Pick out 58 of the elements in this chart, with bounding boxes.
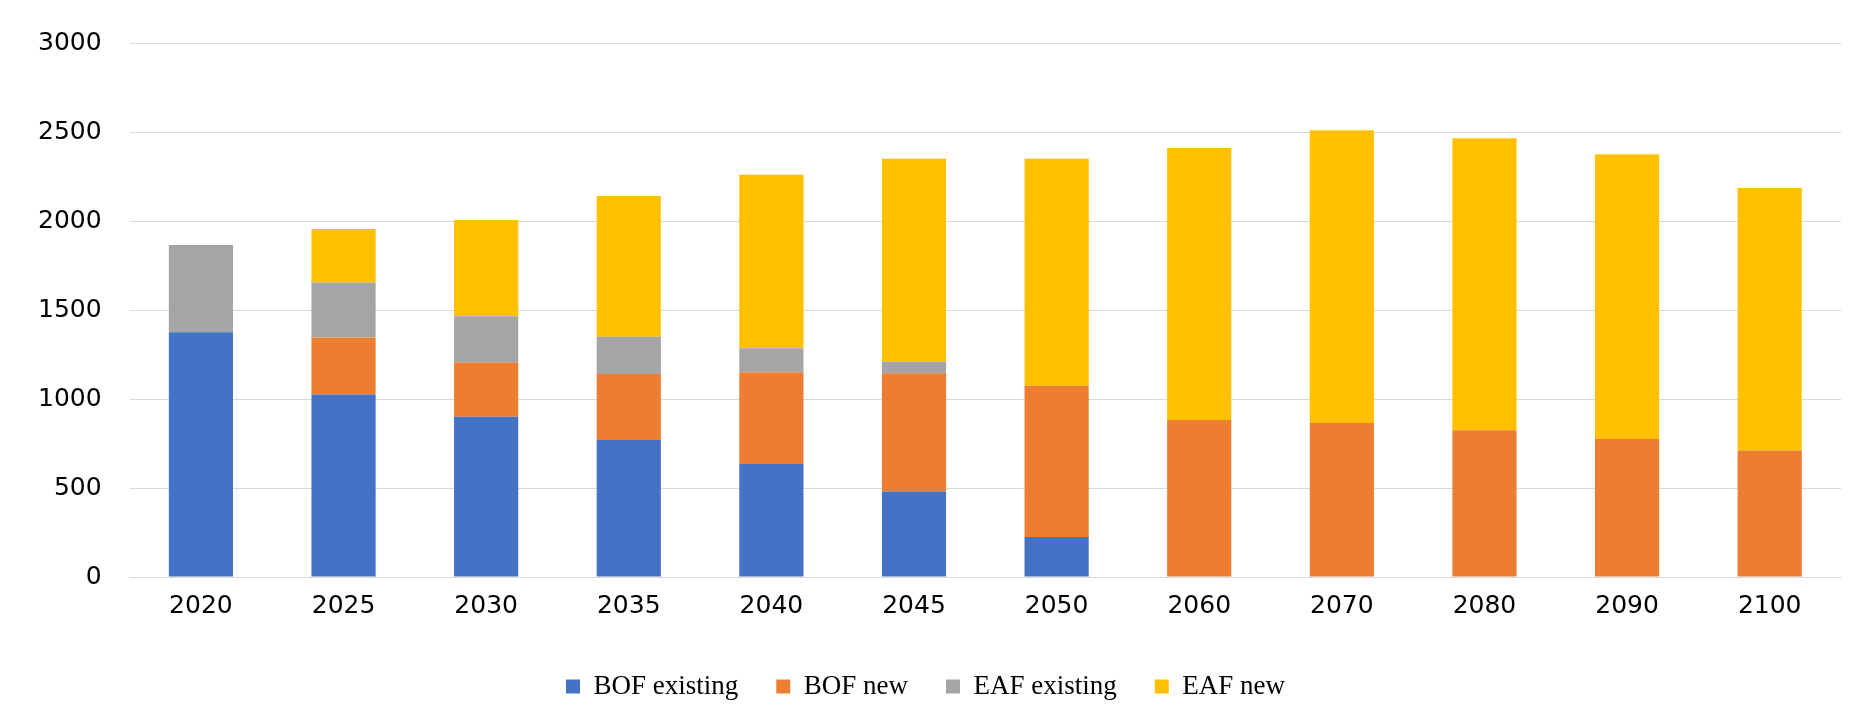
legend-label: BOF new [803,669,909,700]
bar [596,439,661,577]
bar [596,196,661,337]
bar [311,229,376,283]
legend-label: EAF new [1182,669,1286,700]
x-tick-label: 2050 [1024,589,1089,619]
bar [454,416,519,577]
y-tick-label: 0 [85,560,102,590]
bar [454,362,519,417]
bar [739,372,804,464]
y-tick-label: 2000 [38,204,102,234]
bar [881,158,947,362]
bar [311,337,376,395]
bar [739,348,804,373]
y-tick-label: 1000 [38,382,102,412]
x-tick-label: 2060 [1167,589,1232,619]
bar [1594,154,1660,440]
bar [1452,430,1517,577]
y-tick-label: 500 [53,471,102,501]
bar [881,361,947,374]
y-tick-label: 1500 [38,293,102,323]
bar [1024,158,1089,386]
bar [168,245,234,333]
bar [1594,439,1660,577]
x-tick-label: 2090 [1595,589,1659,619]
bar [596,336,661,375]
bar [1452,138,1517,431]
x-tick-label: 2025 [311,589,376,619]
bar [739,463,804,577]
bar [454,220,519,317]
x-tick-label: 2030 [454,589,518,619]
y-tick-label: 2500 [38,115,102,145]
x-tick-label: 2020 [169,589,233,619]
bar [739,174,804,349]
bar [168,332,234,577]
bar [881,491,947,577]
x-tick-label: 2100 [1737,589,1802,619]
bar [1167,420,1232,577]
bar [1167,148,1232,420]
x-tick-label: 2035 [596,589,661,619]
bar [1737,450,1802,577]
bar [881,373,947,492]
bar [311,394,376,577]
x-tick-label: 2070 [1310,589,1374,619]
x-tick-label: 2080 [1452,589,1517,619]
bar [1024,536,1089,577]
bar [1024,385,1089,537]
x-tick-label: 2045 [882,589,946,619]
bar [596,374,661,440]
y-tick-label: 3000 [38,26,102,56]
x-tick-label: 2040 [739,589,804,619]
legend-label: EAF existing [973,669,1117,700]
bar [454,316,519,363]
bar [311,282,376,338]
bar [1737,188,1802,451]
legend-label: BOF existing [593,669,739,700]
bar [1309,423,1374,577]
bar [1309,130,1374,424]
